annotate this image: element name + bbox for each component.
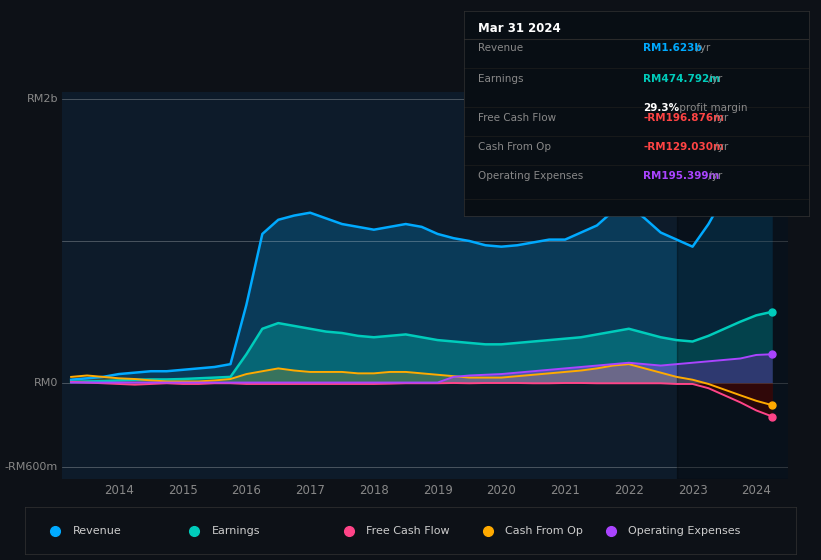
Text: RM195.399m: RM195.399m [643, 171, 719, 181]
Text: -RM196.876m: -RM196.876m [643, 114, 724, 123]
Bar [677, 92, 795, 479]
Text: Operating Expenses: Operating Expenses [628, 526, 741, 535]
Text: /yr: /yr [693, 43, 710, 53]
Text: profit margin: profit margin [676, 103, 747, 113]
Text: Cash From Op: Cash From Op [505, 526, 583, 535]
Text: RM474.792m: RM474.792m [643, 73, 720, 83]
Text: /yr: /yr [712, 114, 729, 123]
Text: /yr: /yr [712, 142, 729, 152]
Text: Earnings: Earnings [211, 526, 260, 535]
Text: /yr: /yr [705, 73, 722, 83]
Text: /yr: /yr [705, 171, 722, 181]
Text: Revenue: Revenue [478, 43, 523, 53]
Text: 29.3%: 29.3% [643, 103, 679, 113]
Text: Operating Expenses: Operating Expenses [478, 171, 583, 181]
Text: Mar 31 2024: Mar 31 2024 [478, 22, 561, 35]
Text: Free Cash Flow: Free Cash Flow [478, 114, 556, 123]
Text: Free Cash Flow: Free Cash Flow [365, 526, 449, 535]
Text: Cash From Op: Cash From Op [478, 142, 551, 152]
Text: RM2b: RM2b [26, 95, 58, 105]
Text: -RM600m: -RM600m [5, 463, 58, 473]
Text: -RM129.030m: -RM129.030m [643, 142, 724, 152]
Text: Earnings: Earnings [478, 73, 523, 83]
Text: Revenue: Revenue [72, 526, 122, 535]
Text: RM1.623b: RM1.623b [643, 43, 702, 53]
Text: RM0: RM0 [34, 377, 58, 388]
